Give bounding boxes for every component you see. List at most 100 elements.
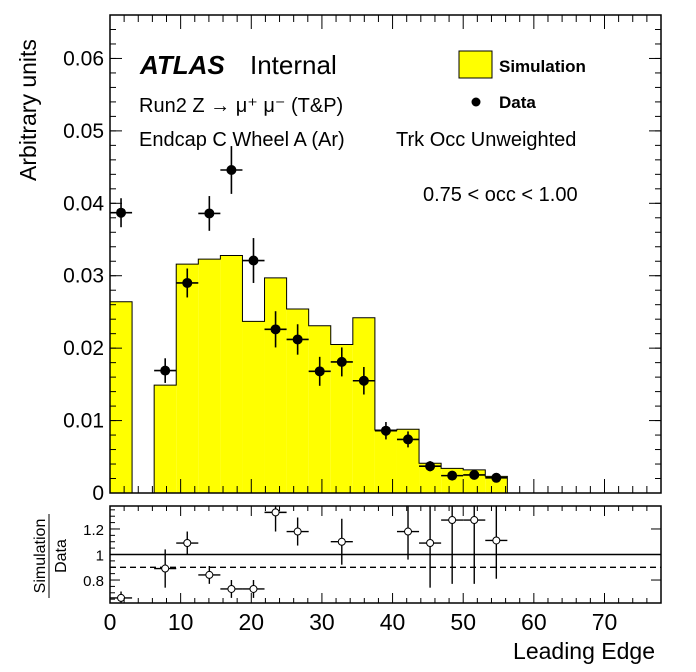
ratio-point xyxy=(396,506,420,560)
ratio-marker xyxy=(249,584,258,593)
ratio-point xyxy=(264,506,287,532)
data-marker xyxy=(292,334,303,345)
y-axis-title: Arbitrary units xyxy=(15,39,41,181)
data-marker xyxy=(116,207,127,218)
data-marker xyxy=(469,469,480,480)
data-point xyxy=(463,469,486,480)
data-point xyxy=(352,366,375,395)
main-x-ticks xyxy=(109,15,662,493)
simulation-bar xyxy=(396,429,420,493)
data-marker xyxy=(248,255,259,266)
main-frame xyxy=(109,14,662,494)
ratio-points xyxy=(110,506,508,603)
legend-data-label: Data xyxy=(499,93,536,112)
ratio-marker xyxy=(293,527,302,536)
data-marker xyxy=(358,375,369,386)
annotation-region: Endcap C Wheel A (Ar) xyxy=(139,129,345,151)
simulation-bar xyxy=(352,317,375,493)
ratio-marker xyxy=(492,536,501,545)
simulation-bar xyxy=(485,476,508,493)
data-point xyxy=(286,324,309,355)
ratio-point xyxy=(242,580,265,598)
legend-data-marker xyxy=(471,97,481,107)
ratio-marker xyxy=(117,593,126,602)
ratio-point xyxy=(154,549,177,588)
data-point xyxy=(374,422,397,440)
data-marker xyxy=(204,208,215,219)
ratio-y-tick-label: 1 xyxy=(96,548,104,565)
ratio-marker xyxy=(205,570,214,579)
x-tick-label: 40 xyxy=(380,609,406,635)
ratio-point xyxy=(286,517,309,546)
ratio-marker xyxy=(470,516,479,525)
data-point xyxy=(396,431,420,448)
simulation-bar xyxy=(441,468,464,493)
data-marker xyxy=(336,356,347,367)
ratio-marker xyxy=(426,539,435,548)
legend: Simulation Data xyxy=(458,50,586,112)
y-tick-label: 0.05 xyxy=(63,120,104,143)
simulation-bar xyxy=(220,255,243,493)
y-tick-label: 0.01 xyxy=(63,410,104,433)
ratio-y-axis: 0.8 1 1.2 xyxy=(83,509,661,600)
ratio-point xyxy=(198,565,221,584)
ratio-plot: 0.8 1 1.2 0 10 20 30 40 50 60 70 xyxy=(83,505,662,635)
ratio-marker xyxy=(337,537,346,546)
x-axis: 0 10 20 30 40 50 60 70 xyxy=(104,506,662,635)
ratio-point xyxy=(220,580,243,598)
main-plot: 0 0.01 0.02 0.03 0.04 0.05 0.06 xyxy=(63,14,662,505)
data-marker xyxy=(447,470,458,481)
simulation-bar xyxy=(176,264,199,493)
simulation-histogram xyxy=(109,254,508,494)
data-marker xyxy=(380,425,391,436)
ratio-marker xyxy=(161,564,170,573)
y-tick-label: 0 xyxy=(92,482,104,505)
data-point xyxy=(264,311,287,348)
simulation-bar xyxy=(286,309,309,493)
x-tick-label: 0 xyxy=(104,609,117,635)
y-tick-label: 0.06 xyxy=(63,47,104,70)
legend-simulation-swatch xyxy=(458,50,493,79)
data-point xyxy=(176,268,199,298)
data-point xyxy=(485,472,508,483)
simulation-bar xyxy=(198,259,221,493)
ratio-point xyxy=(110,591,133,603)
ratio-y-tick-label: 0.8 xyxy=(83,573,104,590)
data-point xyxy=(441,470,464,481)
internal-label: Internal xyxy=(250,50,337,80)
x-tick-label: 60 xyxy=(521,609,547,635)
ratio-point xyxy=(176,531,199,555)
ratio-point xyxy=(419,506,442,588)
data-point xyxy=(242,238,265,283)
ratio-marker xyxy=(404,527,413,536)
ratio-title-numerator: Simulation xyxy=(32,519,49,594)
x-tick-label: 50 xyxy=(450,609,476,635)
simulation-bar xyxy=(330,344,353,493)
data-point xyxy=(154,358,177,383)
simulation-bar xyxy=(308,325,331,493)
ratio-marker xyxy=(227,584,236,593)
x-tick-label: 10 xyxy=(168,609,194,635)
simulation-bar xyxy=(419,463,442,493)
simulation-outline xyxy=(109,254,508,494)
data-marker xyxy=(160,365,171,376)
x-tick-label: 20 xyxy=(238,609,264,635)
ratio-point xyxy=(485,506,508,579)
data-points xyxy=(110,146,508,483)
x-tick-label: 30 xyxy=(309,609,335,635)
data-point xyxy=(220,146,243,194)
atlas-label: ATLAS xyxy=(139,50,225,80)
annotation-occ-range: 0.75 < occ < 1.00 xyxy=(423,184,578,206)
data-marker xyxy=(314,366,325,377)
simulation-bar xyxy=(374,429,397,493)
annotation-weighting: Trk Occ Unweighted xyxy=(396,129,576,151)
data-marker xyxy=(270,324,281,335)
data-marker xyxy=(403,434,414,445)
ratio-point xyxy=(330,518,353,565)
data-marker xyxy=(425,461,436,472)
data-point xyxy=(198,196,221,231)
simulation-bar xyxy=(242,321,265,493)
ratio-marker xyxy=(271,508,280,517)
ratio-point xyxy=(463,506,486,584)
